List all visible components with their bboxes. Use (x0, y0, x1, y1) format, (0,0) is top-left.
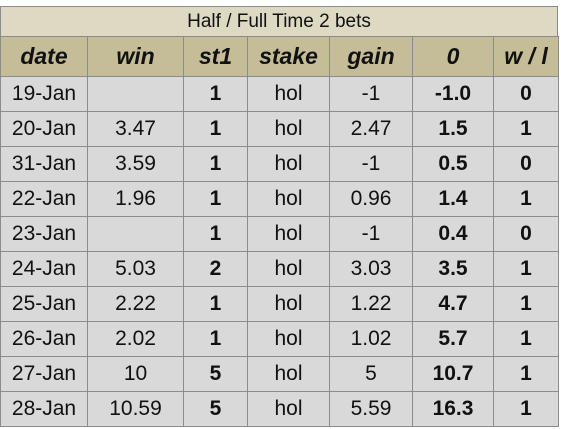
cell-win[interactable] (87, 216, 184, 252)
cell-st1[interactable]: 2 (183, 251, 248, 287)
cell-st1[interactable]: 1 (183, 216, 248, 252)
header-win[interactable]: win (87, 36, 184, 77)
cell-gain[interactable]: 3.03 (329, 251, 413, 287)
cell-st1[interactable]: 1 (183, 321, 248, 357)
cell-st1[interactable]: 1 (183, 181, 248, 217)
table-row: 24-Jan 5.03 2 hol 3.03 3.5 1 (0, 251, 559, 287)
cell-stake[interactable]: hol (247, 286, 330, 322)
cell-win-loss[interactable]: 1 (493, 391, 559, 427)
table-row: 20-Jan 3.47 1 hol 2.47 1.5 1 (0, 111, 559, 147)
cell-win[interactable]: 2.02 (87, 321, 184, 357)
cell-date[interactable]: 23-Jan (0, 216, 88, 252)
cell-gain[interactable]: 5 (329, 356, 413, 392)
cell-win[interactable]: 3.47 (87, 111, 184, 147)
cell-win-loss[interactable]: 1 (493, 286, 559, 322)
table-row: 19-Jan 1 hol -1 -1.0 0 (0, 76, 559, 112)
cell-win[interactable] (87, 76, 184, 112)
bets-table: date win st1 stake gain 0 w / l 19-Jan 1 h… (0, 36, 559, 427)
cell-st1[interactable]: 1 (183, 111, 248, 147)
cell-date[interactable]: 27-Jan (0, 356, 88, 392)
cell-win[interactable]: 3.59 (87, 146, 184, 182)
header-stake[interactable]: stake (247, 36, 330, 77)
cell-stake[interactable]: hol (247, 146, 330, 182)
cell-win-loss[interactable]: 1 (493, 321, 559, 357)
cell-stake[interactable]: hol (247, 216, 330, 252)
table-row: 22-Jan 1.96 1 hol 0.96 1.4 1 (0, 181, 559, 217)
table-row: 31-Jan 3.59 1 hol -1 0.5 0 (0, 146, 559, 182)
header-row: date win st1 stake gain 0 w / l (0, 36, 559, 77)
cell-win[interactable]: 10.59 (87, 391, 184, 427)
header-st1[interactable]: st1 (183, 36, 248, 77)
cell-st1[interactable]: 1 (183, 76, 248, 112)
header-win-loss[interactable]: w / l (493, 36, 559, 77)
cell-gain[interactable]: 1.02 (329, 321, 413, 357)
cell-date[interactable]: 20-Jan (0, 111, 88, 147)
cell-stake[interactable]: hol (247, 321, 330, 357)
cell-win-loss[interactable]: 0 (493, 146, 559, 182)
cell-win[interactable]: 10 (87, 356, 184, 392)
cell-total[interactable]: 1.4 (412, 181, 494, 217)
cell-date[interactable]: 22-Jan (0, 181, 88, 217)
cell-win-loss[interactable]: 1 (493, 111, 559, 147)
header-total[interactable]: 0 (412, 36, 494, 77)
cell-date[interactable]: 31-Jan (0, 146, 88, 182)
cell-total[interactable]: 4.7 (412, 286, 494, 322)
cell-date[interactable]: 24-Jan (0, 251, 88, 287)
table-row: 26-Jan 2.02 1 hol 1.02 5.7 1 (0, 321, 559, 357)
cell-st1[interactable]: 1 (183, 146, 248, 182)
cell-st1[interactable]: 5 (183, 356, 248, 392)
cell-gain[interactable]: -1 (329, 146, 413, 182)
sheet-title[interactable]: Half / Full Time 2 bets (0, 6, 558, 36)
cell-win[interactable]: 5.03 (87, 251, 184, 287)
cell-total[interactable]: 1.5 (412, 111, 494, 147)
cell-total[interactable]: 0.4 (412, 216, 494, 252)
cell-total[interactable]: 16.3 (412, 391, 494, 427)
cell-date[interactable]: 25-Jan (0, 286, 88, 322)
cell-st1[interactable]: 5 (183, 391, 248, 427)
cell-win-loss[interactable]: 0 (493, 76, 559, 112)
cell-win[interactable]: 1.96 (87, 181, 184, 217)
cell-gain[interactable]: 1.22 (329, 286, 413, 322)
cell-date[interactable]: 28-Jan (0, 391, 88, 427)
cell-gain[interactable]: 0.96 (329, 181, 413, 217)
table-row: 25-Jan 2.22 1 hol 1.22 4.7 1 (0, 286, 559, 322)
cell-total[interactable]: 10.7 (412, 356, 494, 392)
cell-gain[interactable]: 5.59 (329, 391, 413, 427)
cell-stake[interactable]: hol (247, 111, 330, 147)
cell-win[interactable]: 2.22 (87, 286, 184, 322)
cell-stake[interactable]: hol (247, 76, 330, 112)
cell-total[interactable]: 3.5 (412, 251, 494, 287)
cell-total[interactable]: -1.0 (412, 76, 494, 112)
cell-total[interactable]: 5.7 (412, 321, 494, 357)
cell-st1[interactable]: 1 (183, 286, 248, 322)
cell-stake[interactable]: hol (247, 356, 330, 392)
cell-gain[interactable]: -1 (329, 76, 413, 112)
cell-stake[interactable]: hol (247, 251, 330, 287)
cell-date[interactable]: 26-Jan (0, 321, 88, 357)
header-date[interactable]: date (0, 36, 88, 77)
cell-stake[interactable]: hol (247, 181, 330, 217)
cell-total[interactable]: 0.5 (412, 146, 494, 182)
table-row: 28-Jan 10.59 5 hol 5.59 16.3 1 (0, 391, 559, 427)
cell-win-loss[interactable]: 0 (493, 216, 559, 252)
table-row: 23-Jan 1 hol -1 0.4 0 (0, 216, 559, 252)
cell-date[interactable]: 19-Jan (0, 76, 88, 112)
cell-win-loss[interactable]: 1 (493, 181, 559, 217)
cell-win-loss[interactable]: 1 (493, 356, 559, 392)
cell-gain[interactable]: 2.47 (329, 111, 413, 147)
cell-stake[interactable]: hol (247, 391, 330, 427)
cell-gain[interactable]: -1 (329, 216, 413, 252)
table-row: 27-Jan 10 5 hol 5 10.7 1 (0, 356, 559, 392)
header-gain[interactable]: gain (329, 36, 413, 77)
cell-win-loss[interactable]: 1 (493, 251, 559, 287)
